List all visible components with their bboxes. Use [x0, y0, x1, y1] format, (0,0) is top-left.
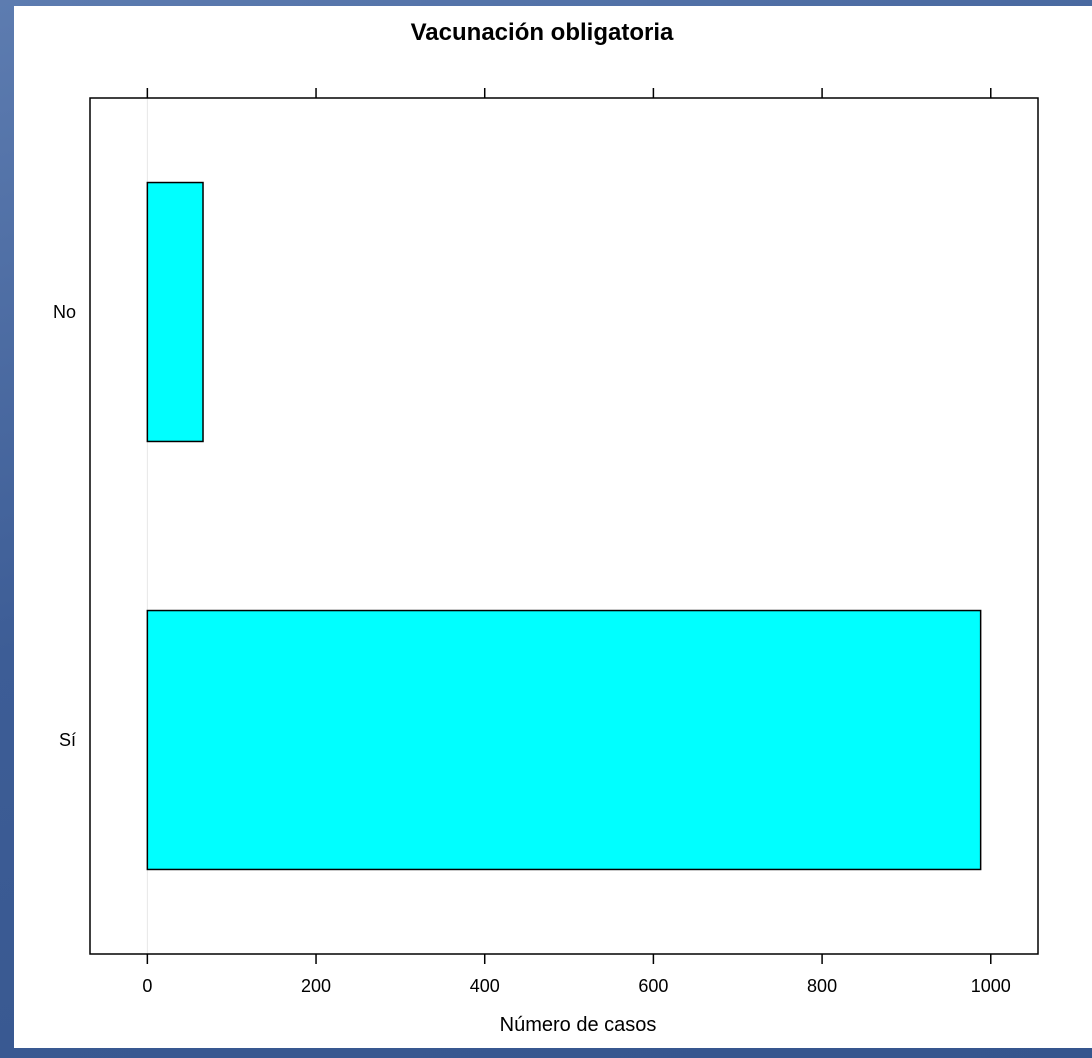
bar-no	[146, 181, 204, 443]
x-axis-label: Número de casos	[500, 1014, 657, 1036]
x-tick-label: 400	[470, 976, 500, 996]
plot-border	[89, 97, 1039, 955]
y-tick-label: No	[53, 302, 76, 322]
bars-group	[146, 181, 982, 871]
x-tick-label: 200	[301, 976, 331, 996]
x-ticks: 0 200 400 600 800 1000	[142, 88, 1011, 996]
chart-title: Vacunación obligatoria	[411, 19, 674, 46]
x-tick-label: 1000	[971, 976, 1011, 996]
bar-si	[146, 609, 982, 871]
bar-chart: Vacunación obligatoria No Sí 0 200 400 600 80…	[53, 19, 1039, 1036]
chart-frame: Vacunación obligatoria No Sí 0 200 400 600 80…	[14, 6, 1092, 1048]
x-tick-label: 0	[142, 976, 152, 996]
x-tick-label: 600	[638, 976, 668, 996]
x-tick-label: 800	[807, 976, 837, 996]
y-tick-label: Sí	[59, 730, 76, 750]
y-tick-labels: No Sí	[53, 302, 76, 750]
